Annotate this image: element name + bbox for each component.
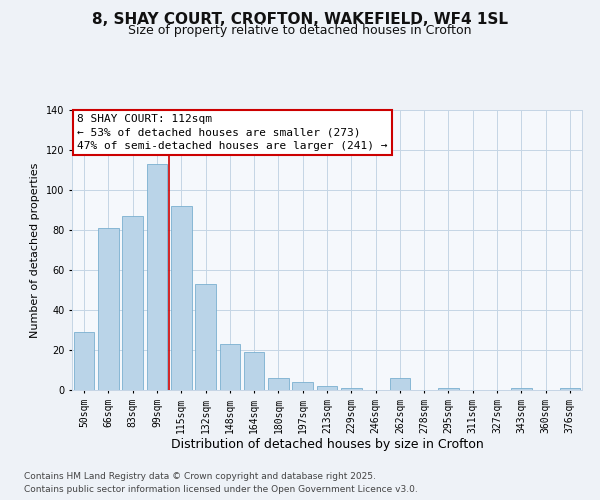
Bar bbox=[171, 206, 191, 390]
X-axis label: Distribution of detached houses by size in Crofton: Distribution of detached houses by size … bbox=[170, 438, 484, 452]
Bar bbox=[122, 216, 143, 390]
Bar bbox=[146, 164, 167, 390]
Bar bbox=[292, 382, 313, 390]
Bar bbox=[389, 378, 410, 390]
Text: Contains public sector information licensed under the Open Government Licence v3: Contains public sector information licen… bbox=[24, 485, 418, 494]
Bar bbox=[268, 378, 289, 390]
Text: Size of property relative to detached houses in Crofton: Size of property relative to detached ho… bbox=[128, 24, 472, 37]
Bar bbox=[341, 388, 362, 390]
Bar bbox=[195, 284, 216, 390]
Text: 8 SHAY COURT: 112sqm
← 53% of detached houses are smaller (273)
47% of semi-deta: 8 SHAY COURT: 112sqm ← 53% of detached h… bbox=[77, 114, 388, 150]
Text: 8, SHAY COURT, CROFTON, WAKEFIELD, WF4 1SL: 8, SHAY COURT, CROFTON, WAKEFIELD, WF4 1… bbox=[92, 12, 508, 28]
Text: Contains HM Land Registry data © Crown copyright and database right 2025.: Contains HM Land Registry data © Crown c… bbox=[24, 472, 376, 481]
Bar bbox=[511, 388, 532, 390]
Bar bbox=[74, 332, 94, 390]
Bar bbox=[220, 344, 240, 390]
Bar bbox=[438, 388, 459, 390]
Bar bbox=[244, 352, 265, 390]
Y-axis label: Number of detached properties: Number of detached properties bbox=[31, 162, 40, 338]
Bar bbox=[560, 388, 580, 390]
Bar bbox=[317, 386, 337, 390]
Bar bbox=[98, 228, 119, 390]
